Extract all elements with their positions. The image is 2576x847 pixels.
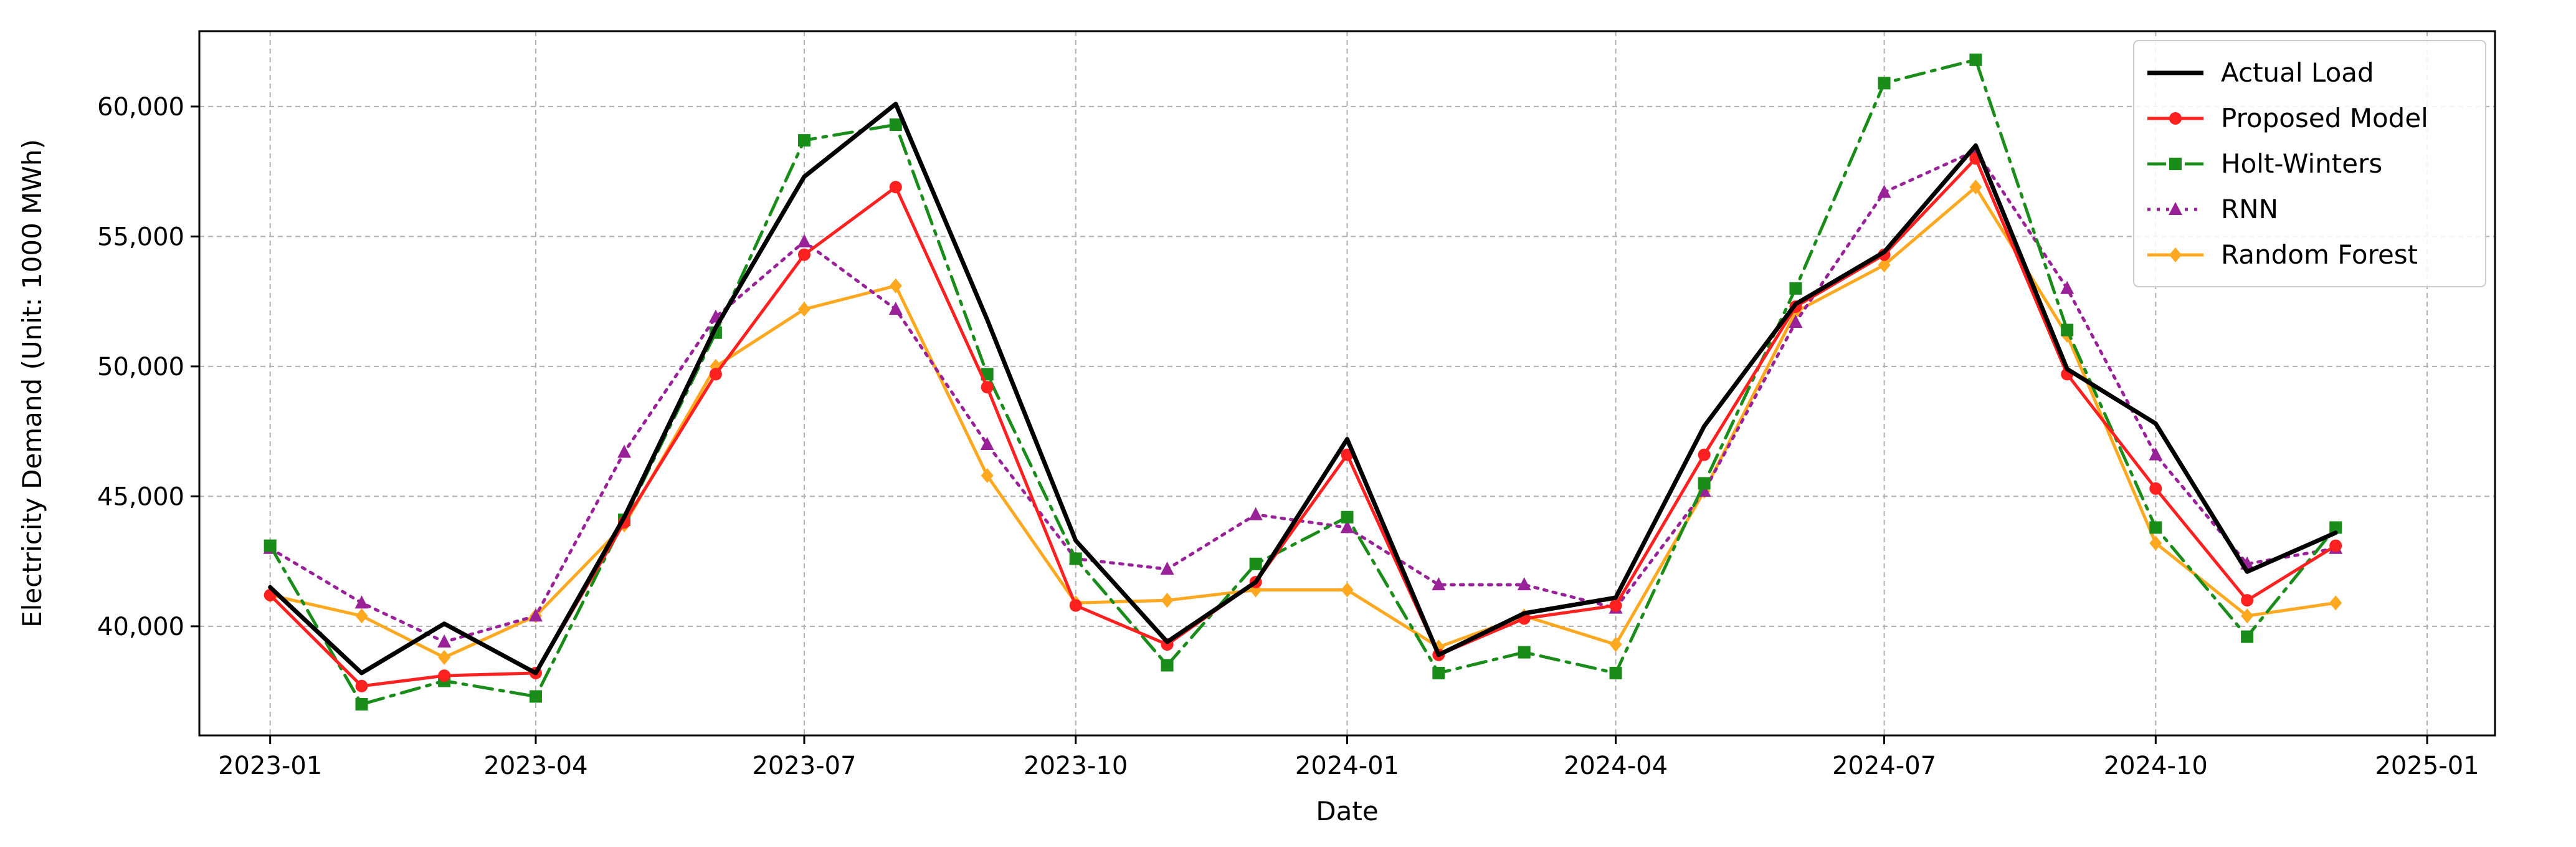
data-point-proposed-model [1698,448,1711,461]
data-point-rnn [1160,562,1174,575]
x-tick-label: 2023-07 [752,752,856,780]
data-point-random-forest [355,608,368,624]
data-point-random-forest [2241,608,2254,624]
data-point-holt-winters [2149,521,2162,534]
data-point-proposed-model [889,181,902,194]
data-point-rnn [2149,447,2163,461]
x-axis: 2023-01 2023-04 2023-07 2023-10 2024-01 2024-… [218,735,2479,780]
legend-label: Proposed Model [2221,103,2428,133]
data-point-random-forest [1878,257,1891,273]
data-point-random-forest [1969,179,1982,195]
data-point-holt-winters [1249,557,1262,570]
series-lines [263,53,2343,711]
legend-item-actual-load: Actual Load [2147,57,2374,88]
x-tick-label: 2024-04 [1564,752,1668,780]
data-point-holt-winters [797,134,810,147]
y-axis: 40,000 45,000 50,000 55,000 60,000 [97,93,199,641]
data-point-random-forest [2329,595,2342,611]
data-point-holt-winters [1432,666,1445,679]
legend-item-holt-winters: Holt-Winters [2147,148,2382,179]
data-point-random-forest [1161,593,1174,608]
data-point-holt-winters [1069,552,1082,565]
data-point-rnn [617,444,632,458]
legend-label: Holt-Winters [2221,148,2382,179]
data-point-proposed-model [2149,482,2162,495]
data-point-random-forest [981,468,994,484]
legend-item-random-forest: Random Forest [2147,239,2418,270]
legend-marker [2169,158,2182,170]
x-tick-label: 2023-10 [1024,752,1128,780]
legend-marker [2169,202,2182,215]
data-point-holt-winters [1609,666,1622,679]
y-axis-label: Electricity Demand (Unit: 1000 MWh) [17,139,47,628]
data-point-proposed-model [709,368,722,381]
data-point-holt-winters [355,697,368,711]
data-point-rnn [1517,577,1531,591]
data-point-rnn [797,234,811,247]
data-point-holt-winters [2241,630,2254,643]
legend-label: RNN [2221,194,2278,224]
legend-label: Actual Load [2221,57,2374,88]
legend-marker [2169,112,2182,125]
legend-marker [2169,247,2182,262]
data-point-rnn [437,634,452,648]
x-tick-label: 2024-10 [2104,752,2208,780]
data-point-rnn [354,595,369,609]
data-point-holt-winters [1161,659,1174,672]
x-tick-label: 2025-01 [2375,752,2479,780]
x-tick-label: 2024-01 [1295,752,1399,780]
data-point-rnn [980,436,994,450]
data-point-rnn [1789,315,1803,328]
x-axis-label: Date [1316,796,1378,826]
data-point-holt-winters [1518,646,1531,659]
data-point-holt-winters [889,118,902,132]
data-point-holt-winters [1341,510,1354,524]
y-tick-label: 50,000 [97,353,184,381]
x-tick-label: 2023-04 [483,752,587,780]
data-point-proposed-model [2241,594,2254,607]
data-point-rnn [888,302,903,315]
y-tick-label: 45,000 [97,482,184,511]
data-point-holt-winters [1969,53,1982,66]
data-point-holt-winters [1698,477,1711,490]
y-tick-label: 55,000 [97,223,184,251]
data-point-proposed-model [355,679,368,692]
data-point-random-forest [797,302,810,317]
data-point-rnn [2060,280,2075,294]
data-point-holt-winters [1878,77,1891,90]
data-point-holt-winters [2329,521,2342,534]
data-point-rnn [1877,184,1891,198]
legend-item-rnn: RNN [2147,194,2278,224]
data-point-random-forest [1341,582,1354,598]
data-point-proposed-model [438,669,451,682]
data-point-holt-winters [529,690,542,703]
series-line-actual-load [268,102,2338,676]
legend-item-proposed-model: Proposed Model [2147,103,2428,133]
data-point-proposed-model [797,248,810,261]
y-tick-label: 60,000 [97,93,184,122]
data-point-rnn [1248,507,1263,520]
y-tick-label: 40,000 [97,613,184,641]
data-point-random-forest [889,278,902,294]
data-point-holt-winters [1789,282,1802,295]
data-point-random-forest [438,649,451,665]
data-point-rnn [1432,577,1446,591]
data-point-proposed-model [1609,599,1622,612]
data-point-proposed-model [1069,599,1082,612]
legend-label: Random Forest [2221,239,2418,270]
data-point-proposed-model [2329,539,2342,552]
data-point-holt-winters [2061,323,2074,337]
legend: Actual Load Proposed Model Holt-Winters RNN… [2133,40,2486,287]
data-point-proposed-model [981,381,994,394]
data-point-rnn [528,608,543,622]
x-tick-label: 2024-07 [1832,752,1936,780]
data-point-holt-winters [264,539,277,552]
legend-box [2133,40,2486,287]
x-tick-label: 2023-01 [218,752,322,780]
data-point-random-forest [1609,637,1622,653]
series-actual-load [268,102,2338,676]
data-point-rnn [1340,520,1354,534]
data-point-random-forest [2149,535,2162,551]
